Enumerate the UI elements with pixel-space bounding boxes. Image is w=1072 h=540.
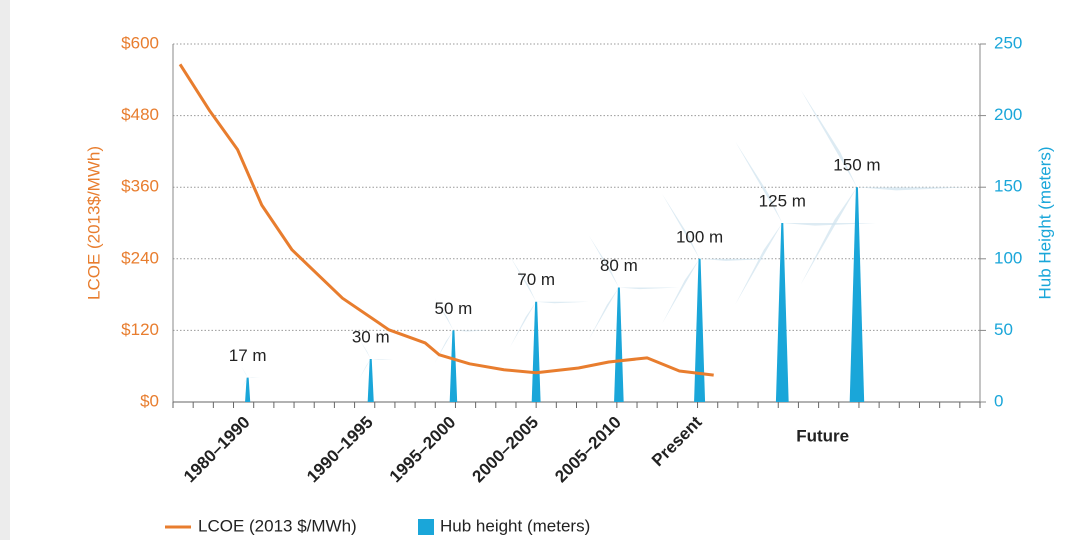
y-tick-label: $480 [121,105,159,124]
legend-swatch [418,519,434,535]
y2-tick-label: 200 [994,105,1022,124]
y2-tick-label: 100 [994,248,1022,267]
page-margin [0,0,10,540]
y-tick-label: $600 [121,33,159,52]
value-label: 80 m [600,256,638,275]
x-tick-label: 2005–2010 [551,413,625,487]
turbine-blade [241,367,247,378]
legend-label: LCOE (2013 $/MWh) [198,516,357,535]
y-tick-label: $120 [121,320,159,339]
turbine-blade [735,142,782,223]
x-tick-label: 1980–1990 [180,413,254,487]
hub-bar [245,378,250,402]
hub-bar [368,359,374,402]
x-tick-label: Future [796,426,849,445]
turbine-blade [662,259,700,324]
lcoe-line [180,64,714,375]
turbine-blade [619,287,679,289]
chart: LCOE (2013$/MWh) Hub Height (meters) $0 $… [0,0,1072,540]
value-label: 17 m [229,346,267,365]
turbine-blade [735,223,782,304]
value-label: 50 m [435,299,473,318]
x-tick-label: 2000–2005 [469,413,543,487]
value-label: 150 m [833,156,880,175]
y-tick-label: $240 [121,248,159,267]
y2-axis-label: Hub Height (meters) [1035,146,1054,299]
turbine-blade [700,259,775,261]
turbine-blade [857,187,970,190]
value-label: 70 m [517,270,555,289]
hub-bar [614,287,624,402]
hub-bar [776,223,789,402]
turbine-blade [536,302,589,303]
turbine-blade [510,302,536,347]
y2-tick-label: 0 [994,391,1003,410]
y-axis-label: LCOE (2013$/MWh) [84,146,103,300]
value-label: 100 m [676,227,723,246]
x-tick-label: 1995–2000 [386,413,460,487]
y2-tick-label: 150 [994,177,1022,196]
hub-bar [850,187,865,402]
legend-label: Hub height (meters) [440,516,590,535]
hub-bar [450,330,458,402]
x-tick-label: Present [648,412,706,470]
y-tick-label: $0 [140,391,159,410]
value-label: 125 m [759,191,806,210]
x-tick-label: 1990–1995 [303,413,377,487]
y2-tick-label: 50 [994,320,1013,339]
turbine-blade [371,359,394,360]
y2-tick-label: 250 [994,33,1022,52]
turbine-blade [453,330,491,331]
hub-bar [532,302,541,402]
turbine-blade [589,287,619,339]
value-label: 30 m [352,328,390,347]
y-tick-label: $360 [121,177,159,196]
turbine-blade [801,187,857,284]
turbine-blade [782,223,876,226]
